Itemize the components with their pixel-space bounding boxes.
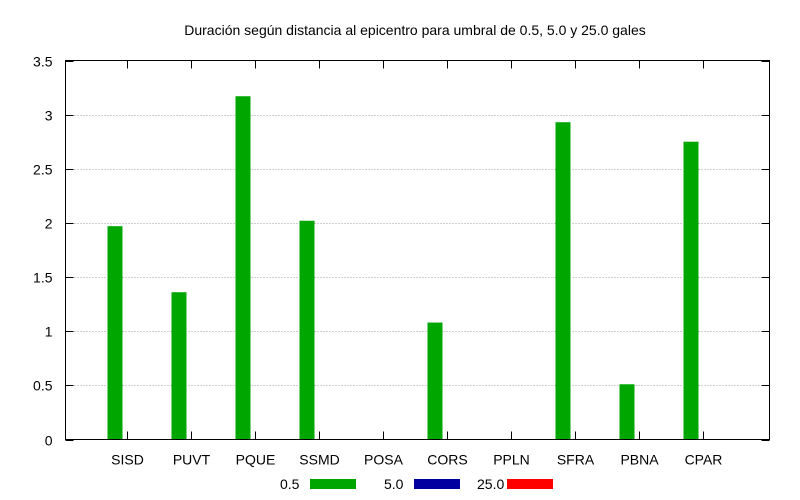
legend-swatch — [507, 479, 553, 489]
legend: 0.5 5.0 25.0 — [280, 476, 553, 492]
y-tick-label: 1 — [45, 324, 53, 340]
x-tick-label: SSMD — [299, 452, 339, 468]
grid-lines — [65, 115, 770, 386]
x-tick-label: SFRA — [557, 452, 595, 468]
y-tick-label: 3.5 — [33, 54, 53, 70]
y-tick-label: 1.5 — [33, 270, 53, 286]
y-tick-label: 3 — [45, 108, 53, 124]
bar-0.5-SISD — [107, 226, 123, 440]
x-tick-label: CPAR — [685, 452, 723, 468]
legend-label: 0.5 — [280, 476, 300, 492]
y-tick-label: 0.5 — [33, 378, 53, 394]
y-axis: 0 0.5 1 1.5 2 2.5 3 3.5 — [33, 54, 770, 449]
legend-swatch — [414, 479, 460, 489]
chart-title: Duración según distancia al epicentro pa… — [184, 22, 646, 38]
bar-0.5-PQUE — [235, 96, 251, 440]
legend-label: 5.0 — [384, 476, 404, 492]
x-tick-label: SISD — [111, 452, 144, 468]
y-tick-label: 2 — [45, 216, 53, 232]
bar-0.5-SSMD — [299, 220, 315, 440]
x-tick-label: PUVT — [173, 452, 211, 468]
x-tick-label: CORS — [427, 452, 467, 468]
bar-0.5-PUVT — [171, 292, 187, 440]
y-tick-label: 0 — [45, 433, 53, 449]
bar-0.5-PBNA — [619, 384, 635, 440]
bar-0.5-CORS — [427, 322, 443, 440]
bar-0.5-CPAR — [683, 141, 699, 440]
x-tick-label: POSA — [364, 452, 404, 468]
bar-series — [107, 96, 699, 440]
plot-frame — [65, 60, 770, 440]
y-tick-label: 2.5 — [33, 162, 53, 178]
x-tick-label: PQUE — [236, 452, 276, 468]
x-axis: SISD PUVT PQUE SSMD POSA CORS PPLN SFRA PBNA CPAR — [111, 60, 723, 468]
bar-0.5-SFRA — [555, 122, 571, 440]
x-tick-label: PBNA — [620, 452, 659, 468]
legend-swatch — [310, 479, 356, 489]
legend-label: 25.0 — [477, 476, 504, 492]
x-tick-label: PPLN — [493, 452, 530, 468]
